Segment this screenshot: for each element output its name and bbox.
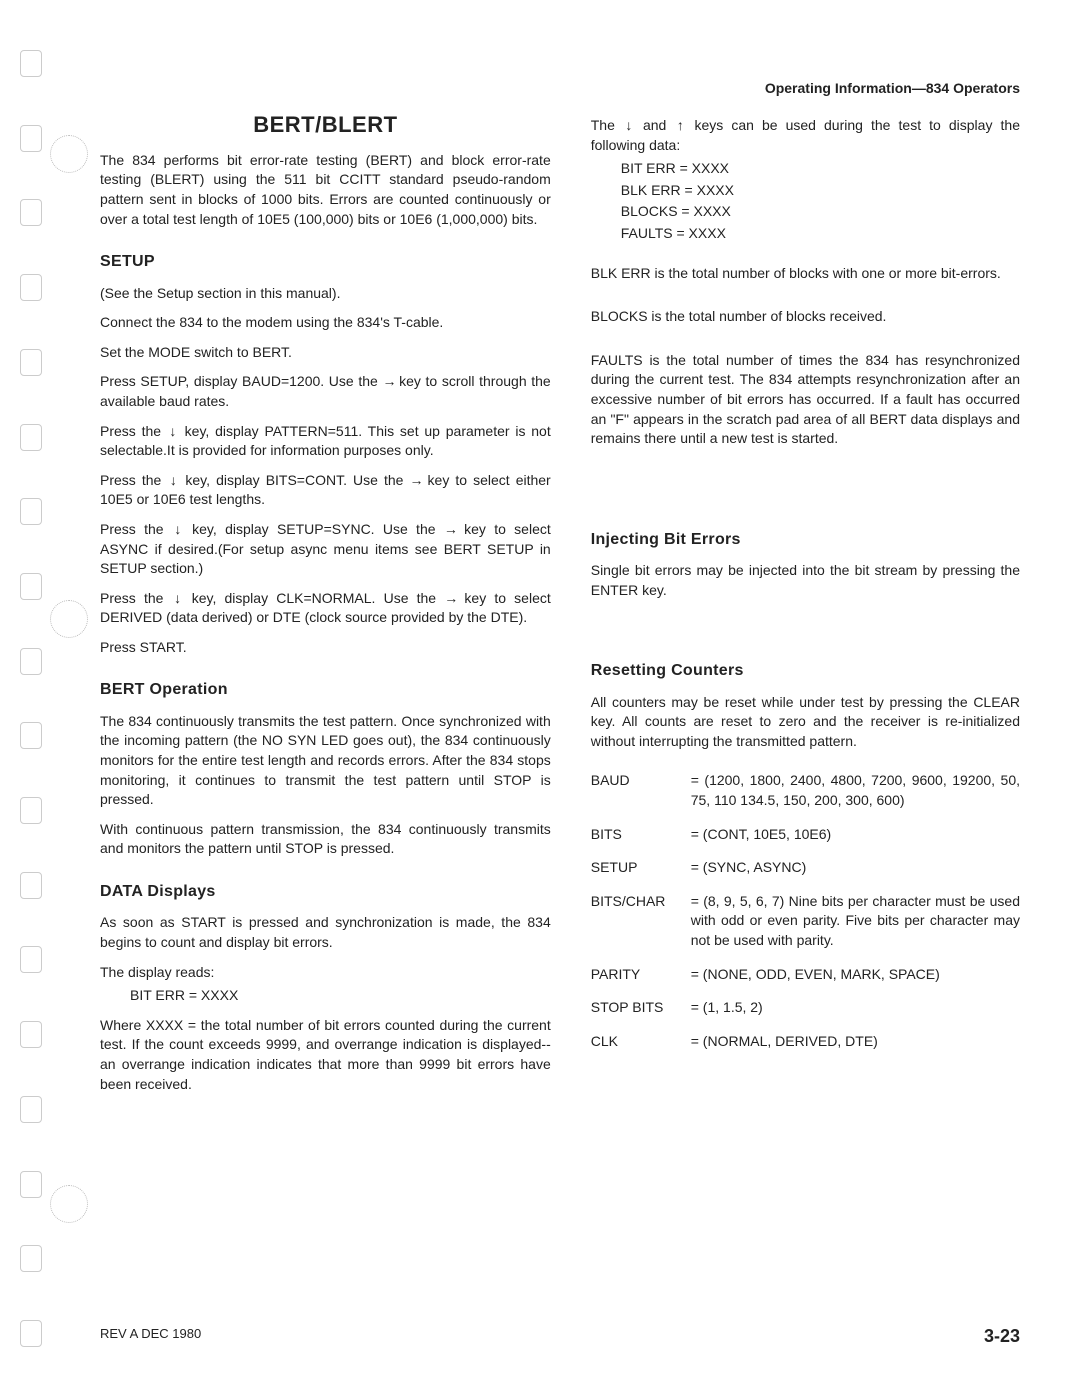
- down-key-icon: ↓: [172, 520, 184, 540]
- param-row: BITS/CHAR = (8, 9, 5, 6, 7) Nine bits pe…: [591, 892, 1020, 951]
- setup-step: Connect the 834 to the modem using the 8…: [100, 313, 551, 333]
- injecting-heading: Injecting Bit Errors: [591, 529, 1020, 551]
- param-row: CLK = (NORMAL, DERIVED, DTE): [591, 1032, 1020, 1052]
- hole-mark: [50, 135, 88, 173]
- param-label: CLK: [591, 1032, 691, 1052]
- param-row: BITS = (CONT, 10E5, 10E6): [591, 825, 1020, 845]
- param-value: = (NORMAL, DERIVED, DTE): [691, 1032, 1020, 1052]
- running-header: Operating Information—834 Operators: [765, 80, 1020, 96]
- blocks-definition: BLOCKS is the total number of blocks rec…: [591, 307, 1020, 327]
- hole-mark: [50, 600, 88, 638]
- param-row: PARITY = (NONE, ODD, EVEN, MARK, SPACE): [591, 965, 1020, 985]
- revision-text: REV A DEC 1980: [100, 1326, 201, 1347]
- param-row: BAUD = (1200, 1800, 2400, 4800, 7200, 96…: [591, 771, 1020, 810]
- param-value: = (8, 9, 5, 6, 7) Nine bits per characte…: [691, 892, 1020, 951]
- display-readout: FAULTS = XXXX: [621, 224, 1020, 244]
- data-displays-paragraph: As soon as START is pressed and synchron…: [100, 913, 551, 952]
- param-label: BITS/CHAR: [591, 892, 691, 912]
- setup-step: Set the MODE switch to BERT.: [100, 343, 551, 363]
- blk-err-definition: BLK ERR is the total number of blocks wi…: [591, 264, 1020, 284]
- bert-operation-paragraph: With continuous pattern transmission, th…: [100, 820, 551, 859]
- param-label: PARITY: [591, 965, 691, 985]
- display-readout: BIT ERR = XXXX: [130, 986, 551, 1006]
- data-displays-paragraph: The display reads:: [100, 963, 551, 983]
- bert-operation-paragraph: The 834 continuously transmits the test …: [100, 712, 551, 810]
- down-key-icon: ↓: [167, 422, 179, 442]
- up-key-icon: ↑: [674, 116, 686, 136]
- display-readout: BLK ERR = XXXX: [621, 181, 1020, 201]
- down-key-icon: ↓: [172, 589, 184, 609]
- right-key-icon: →: [382, 372, 394, 392]
- down-key-icon: ↓: [623, 116, 635, 136]
- right-column: The ↓ and ↑ keys can be used during the …: [591, 100, 1020, 1104]
- setup-step: Press the ↓ key, display SETUP=SYNC. Use…: [100, 520, 551, 579]
- setup-step: Press the ↓ key, display CLK=NORMAL. Use…: [100, 589, 551, 628]
- param-label: BITS: [591, 825, 691, 845]
- left-column: BERT/BLERT The 834 performs bit error-ra…: [100, 100, 551, 1104]
- param-label: STOP BITS: [591, 998, 691, 1018]
- display-readout: BLOCKS = XXXX: [621, 202, 1020, 222]
- setup-step: Press SETUP, display BAUD=1200. Use the …: [100, 372, 551, 411]
- page-footer: REV A DEC 1980 3-23: [100, 1326, 1020, 1347]
- right-key-icon: →: [444, 520, 456, 540]
- param-row: STOP BITS = (1, 1.5, 2): [591, 998, 1020, 1018]
- data-displays-paragraph: Where XXXX = the total number of bit err…: [100, 1016, 551, 1094]
- down-key-icon: ↓: [167, 471, 179, 491]
- setup-step: Press the ↓ key, display PATTERN=511. Th…: [100, 422, 551, 461]
- faults-definition: FAULTS is the total number of times the …: [591, 351, 1020, 449]
- setup-step: Press the ↓ key, display BITS=CONT. Use …: [100, 471, 551, 510]
- param-label: SETUP: [591, 858, 691, 878]
- page-title: BERT/BLERT: [100, 110, 551, 141]
- parameter-table: BAUD = (1200, 1800, 2400, 4800, 7200, 96…: [591, 771, 1020, 1051]
- param-value: = (NONE, ODD, EVEN, MARK, SPACE): [691, 965, 1020, 985]
- display-readout: BIT ERR = XXXX: [621, 159, 1020, 179]
- spiral-binding: [20, 50, 50, 1347]
- hole-mark: [50, 1185, 88, 1223]
- data-displays-heading: DATA Displays: [100, 881, 551, 903]
- param-value: = (SYNC, ASYNC): [691, 858, 1020, 878]
- param-value: = (1200, 1800, 2400, 4800, 7200, 9600, 1…: [691, 771, 1020, 810]
- injecting-paragraph: Single bit errors may be injected into t…: [591, 561, 1020, 600]
- resetting-paragraph: All counters may be reset while under te…: [591, 693, 1020, 752]
- param-value: = (1, 1.5, 2): [691, 998, 1020, 1018]
- param-row: SETUP = (SYNC, ASYNC): [591, 858, 1020, 878]
- setup-step: Press START.: [100, 638, 551, 658]
- param-value: = (CONT, 10E5, 10E6): [691, 825, 1020, 845]
- setup-note: (See the Setup section in this manual).: [100, 284, 551, 304]
- right-key-icon: →: [409, 471, 421, 491]
- right-key-icon: →: [444, 589, 456, 609]
- resetting-heading: Resetting Counters: [591, 660, 1020, 682]
- param-label: BAUD: [591, 771, 691, 791]
- intro-paragraph: The 834 performs bit error-rate testing …: [100, 151, 551, 229]
- page-number: 3-23: [984, 1326, 1020, 1347]
- bert-operation-heading: BERT Operation: [100, 679, 551, 701]
- setup-heading: SETUP: [100, 251, 551, 273]
- keys-intro: The ↓ and ↑ keys can be used during the …: [591, 116, 1020, 155]
